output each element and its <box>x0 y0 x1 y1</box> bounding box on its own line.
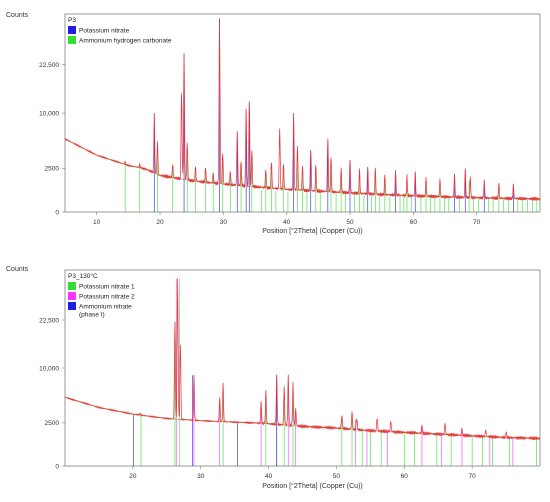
legend-entry-continued: (phase I) <box>79 312 105 319</box>
legend-swatch <box>68 36 76 44</box>
y-axis-label: Counts <box>6 266 29 273</box>
chart-panel-1: Counts 0 2500 10,000 22,500 10 20 30 40 50 60 70 Pos… <box>6 12 541 235</box>
y-tick-label: 22,500 <box>39 317 59 324</box>
x-axis-label: Position [°2Theta] (Copper (Cu)) <box>262 227 362 235</box>
x-tick-label: 50 <box>333 473 341 480</box>
chart-panel-2: Counts 0 2500 10,000 22,500 20 30 40 50 60 70 Posit… <box>6 266 541 490</box>
sample-name: P3_130°C <box>68 272 98 280</box>
legend-entry: Ammonium nitrate <box>79 304 132 311</box>
legend-entry: Ammonium hydrogen carbonate <box>79 38 172 45</box>
x-tick-label: 50 <box>346 219 354 226</box>
x-tick-label: 20 <box>156 219 164 226</box>
y-tick-label: 2500 <box>45 166 60 173</box>
x-axis-label: Position [°2Theta] (Copper (Cu)) <box>262 482 362 490</box>
legend-entry: Potassium nitrate 2 <box>79 294 135 301</box>
background-fit-line <box>64 396 541 439</box>
x-tick-label: 40 <box>283 219 291 226</box>
diffraction-pattern-line <box>64 18 541 202</box>
sample-name: P3 <box>68 17 76 24</box>
y-tick-label: 10,000 <box>39 365 59 372</box>
y-tick-label: 22,500 <box>39 62 59 69</box>
legend-entry: Potassium nitrate 1 <box>79 284 135 291</box>
legend-entry: Potassium nitrate <box>79 28 130 35</box>
legend-swatch <box>68 302 76 310</box>
y-tick-label: 0 <box>55 463 59 470</box>
y-axis-label: Counts <box>6 12 29 19</box>
legend-swatch <box>68 282 76 290</box>
legend-swatch <box>68 292 76 300</box>
legend: P3_130°C Potassium nitrate 1 Potassium nit… <box>68 272 135 319</box>
x-tick-label: 30 <box>220 219 228 226</box>
x-tick-label: 20 <box>129 473 137 480</box>
x-tick-label: 60 <box>401 473 409 480</box>
background-fit-line <box>64 138 541 200</box>
y-tick-label: 10,000 <box>39 110 59 117</box>
x-tick-label: 60 <box>410 219 418 226</box>
plot-area <box>64 269 541 467</box>
y-tick-label: 0 <box>55 209 59 216</box>
y-tick-label: 2500 <box>45 420 60 427</box>
x-tick-label: 40 <box>265 473 273 480</box>
legend-swatch <box>68 26 76 34</box>
x-tick-label: 30 <box>197 473 205 480</box>
x-tick-label: 70 <box>473 219 481 226</box>
x-tick-label: 10 <box>93 219 101 226</box>
x-tick-label: 70 <box>469 473 477 480</box>
